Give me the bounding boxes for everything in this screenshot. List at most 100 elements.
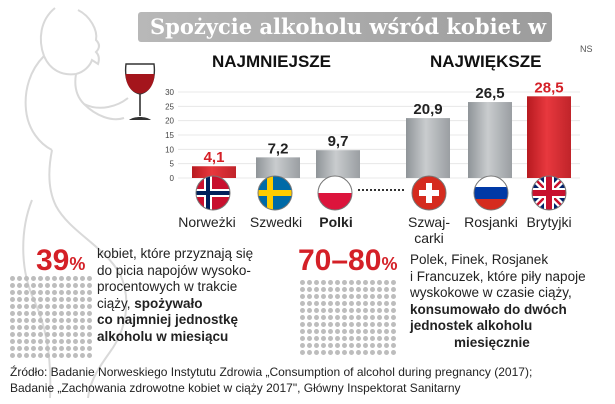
decor-dot (384, 280, 389, 285)
decor-dot (335, 322, 340, 327)
decor-dot (363, 329, 368, 334)
decor-dot (363, 315, 368, 320)
uk-flag-icon (531, 175, 567, 211)
decor-dot (45, 339, 50, 344)
decor-dot (335, 315, 340, 320)
decor-dot (356, 287, 361, 292)
decor-dot (342, 329, 347, 334)
decor-dot (73, 318, 78, 323)
decor-dot (52, 290, 57, 295)
decor-dot (356, 294, 361, 299)
decor-dot (59, 311, 64, 316)
decor-dot (38, 304, 43, 309)
decor-dot (307, 336, 312, 341)
decor-dot (87, 283, 92, 288)
decor-dot (80, 283, 85, 288)
decor-dot (59, 318, 64, 323)
decor-dot (356, 322, 361, 327)
decor-dot (24, 339, 29, 344)
decor-dot (17, 339, 22, 344)
decor-dot (363, 336, 368, 341)
value-labels: 4,1 7,2 9,7 20,9 26,5 28,5 (204, 79, 564, 166)
decor-dot (31, 332, 36, 337)
stat-left-bold-line: alkoholu w miesiącu (97, 328, 229, 344)
decor-dot (73, 297, 78, 302)
decor-dot (356, 329, 361, 334)
title-banner (138, 12, 552, 42)
stat-left-line4-bold: spożywało (134, 295, 203, 311)
y-tick-label: 20 (165, 117, 174, 126)
decor-dot (52, 339, 57, 344)
decor-dot (321, 280, 326, 285)
decor-dot (73, 311, 78, 316)
y-axis-ticks: 0 5 10 15 20 25 30 (165, 88, 174, 183)
decor-dot (391, 287, 396, 292)
decor-dot (335, 294, 340, 299)
decor-dot (328, 322, 333, 327)
decor-dot (38, 332, 43, 337)
decor-dot (17, 325, 22, 330)
decor-dot (307, 315, 312, 320)
decor-dot (342, 350, 347, 355)
decor-dot (87, 339, 92, 344)
decor-dot (45, 325, 50, 330)
country-label-switzerland-line1: Szwaj- (407, 214, 450, 230)
decor-dot (17, 346, 22, 351)
group-label-smallest: NAJMNIEJSZE (212, 52, 332, 71)
bars (192, 96, 571, 178)
decor-dot (307, 280, 312, 285)
decor-dot (377, 322, 382, 327)
decor-dot (52, 283, 57, 288)
decor-dot (24, 353, 29, 358)
stat-right-line: i Francuzek, które piły napoje (410, 268, 586, 284)
bar-norweżki (192, 166, 236, 178)
stat-left-number: 39% (36, 244, 85, 278)
decor-dot (370, 287, 375, 292)
stat-left-value: 39 (36, 244, 70, 277)
decor-dot (349, 329, 354, 334)
decor-dot (80, 339, 85, 344)
decor-dot (87, 297, 92, 302)
decor-dot (349, 287, 354, 292)
country-label-switzerland-line2: carki (414, 230, 444, 246)
decor-dot (52, 325, 57, 330)
decor-dot (377, 280, 382, 285)
decor-dot (59, 304, 64, 309)
decor-dot (370, 301, 375, 306)
dot-grid-left (10, 276, 92, 358)
decor-dot (377, 329, 382, 334)
decor-dot (24, 297, 29, 302)
decor-dot (356, 308, 361, 313)
stat-right-value: 70–80 (298, 244, 382, 277)
bar-brytyjki (527, 96, 571, 178)
decor-dot (52, 304, 57, 309)
decor-dot (87, 290, 92, 295)
country-label-uk: Brytyjki (526, 214, 572, 230)
decor-dot (10, 332, 15, 337)
decor-dot (17, 290, 22, 295)
decor-dot (66, 297, 71, 302)
decor-dot (384, 315, 389, 320)
decor-dot (356, 280, 361, 285)
sweden-flag-icon (257, 175, 293, 211)
chart-title: Spożycie alkoholu wśród kobiet w ciąży (150, 14, 612, 39)
decor-dot (45, 353, 50, 358)
decor-dot (307, 301, 312, 306)
decor-dot (349, 350, 354, 355)
decor-dot (73, 325, 78, 330)
decor-dot (363, 308, 368, 313)
decor-dot (370, 308, 375, 313)
y-tick-label: 10 (165, 145, 174, 154)
decor-dot (307, 294, 312, 299)
decor-dot (384, 329, 389, 334)
stat-left-text: kobiet, które przyznają się do picia nap… (97, 246, 253, 345)
decor-dot (10, 339, 15, 344)
decor-dot (384, 343, 389, 348)
decor-dot (38, 276, 43, 281)
decor-dot (10, 325, 15, 330)
decor-dot (45, 290, 50, 295)
value-label: 20,9 (413, 101, 442, 118)
decor-dot (363, 322, 368, 327)
decor-dot (10, 276, 15, 281)
decor-dot (342, 343, 347, 348)
